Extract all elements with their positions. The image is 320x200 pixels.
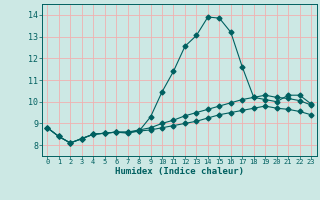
X-axis label: Humidex (Indice chaleur): Humidex (Indice chaleur) [115, 167, 244, 176]
